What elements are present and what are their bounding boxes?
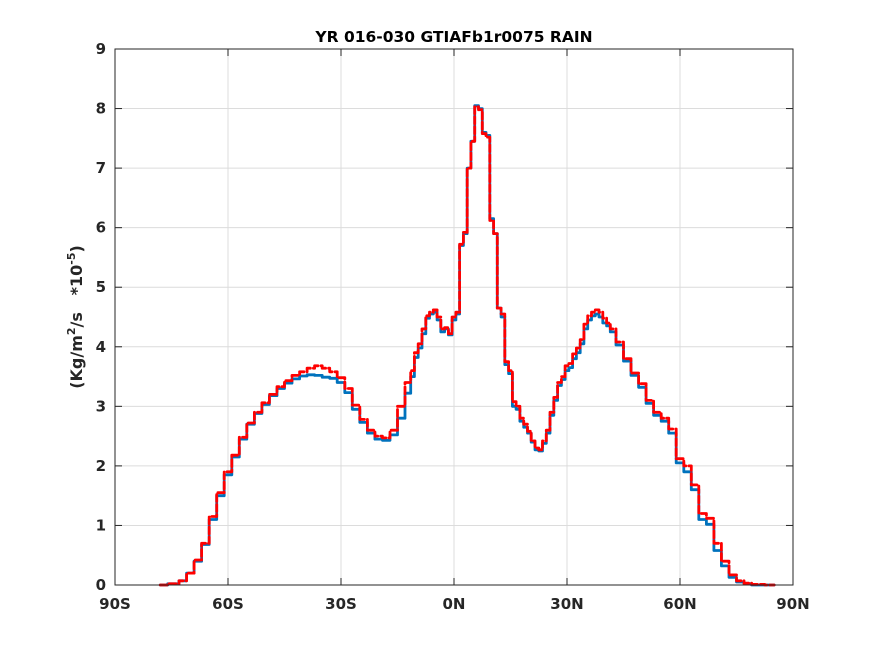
x-tick-label: 60S	[212, 595, 244, 613]
x-tick-label: 30N	[550, 595, 583, 613]
y-tick-label: 3	[96, 397, 106, 415]
chart-title: YR 016-030 GTIAFb1r0075 RAIN	[314, 28, 592, 46]
y-tick-label: 8	[96, 100, 106, 118]
x-tick-label: 90S	[99, 595, 131, 613]
x-tick-label: 60N	[663, 595, 696, 613]
axis-ticks: 90S 60S 30S 0N 30N 60N 90N 0 1 2 3 4 5 6 7 8 9	[96, 40, 810, 613]
x-tick-label: 30S	[325, 595, 357, 613]
y-tick-label: 1	[96, 516, 106, 534]
y-axis-label: (Kg/m2/s *10-5)	[65, 245, 86, 389]
series-line-2	[158, 105, 776, 587]
y-axis-label-sup2: -5	[65, 253, 78, 265]
y-tick-label: 6	[96, 219, 106, 237]
y-axis-label-sup1: 2	[65, 327, 78, 335]
y-tick-label: 0	[96, 576, 106, 594]
y-axis-label-mid: /s *10	[67, 265, 86, 328]
y-axis-label-suffix: )	[67, 245, 86, 252]
x-tick-label: 90N	[776, 595, 809, 613]
y-tick-label: 5	[96, 278, 106, 296]
grid	[115, 49, 793, 585]
y-axis-label-prefix: (Kg/m	[67, 335, 86, 389]
y-tick-label: 9	[96, 40, 106, 58]
y-tick-label: 2	[96, 457, 106, 475]
y-tick-label: 7	[96, 159, 106, 177]
y-tick-label: 4	[96, 338, 106, 356]
x-tick-label: 0N	[443, 595, 466, 613]
series-layer	[158, 104, 776, 587]
